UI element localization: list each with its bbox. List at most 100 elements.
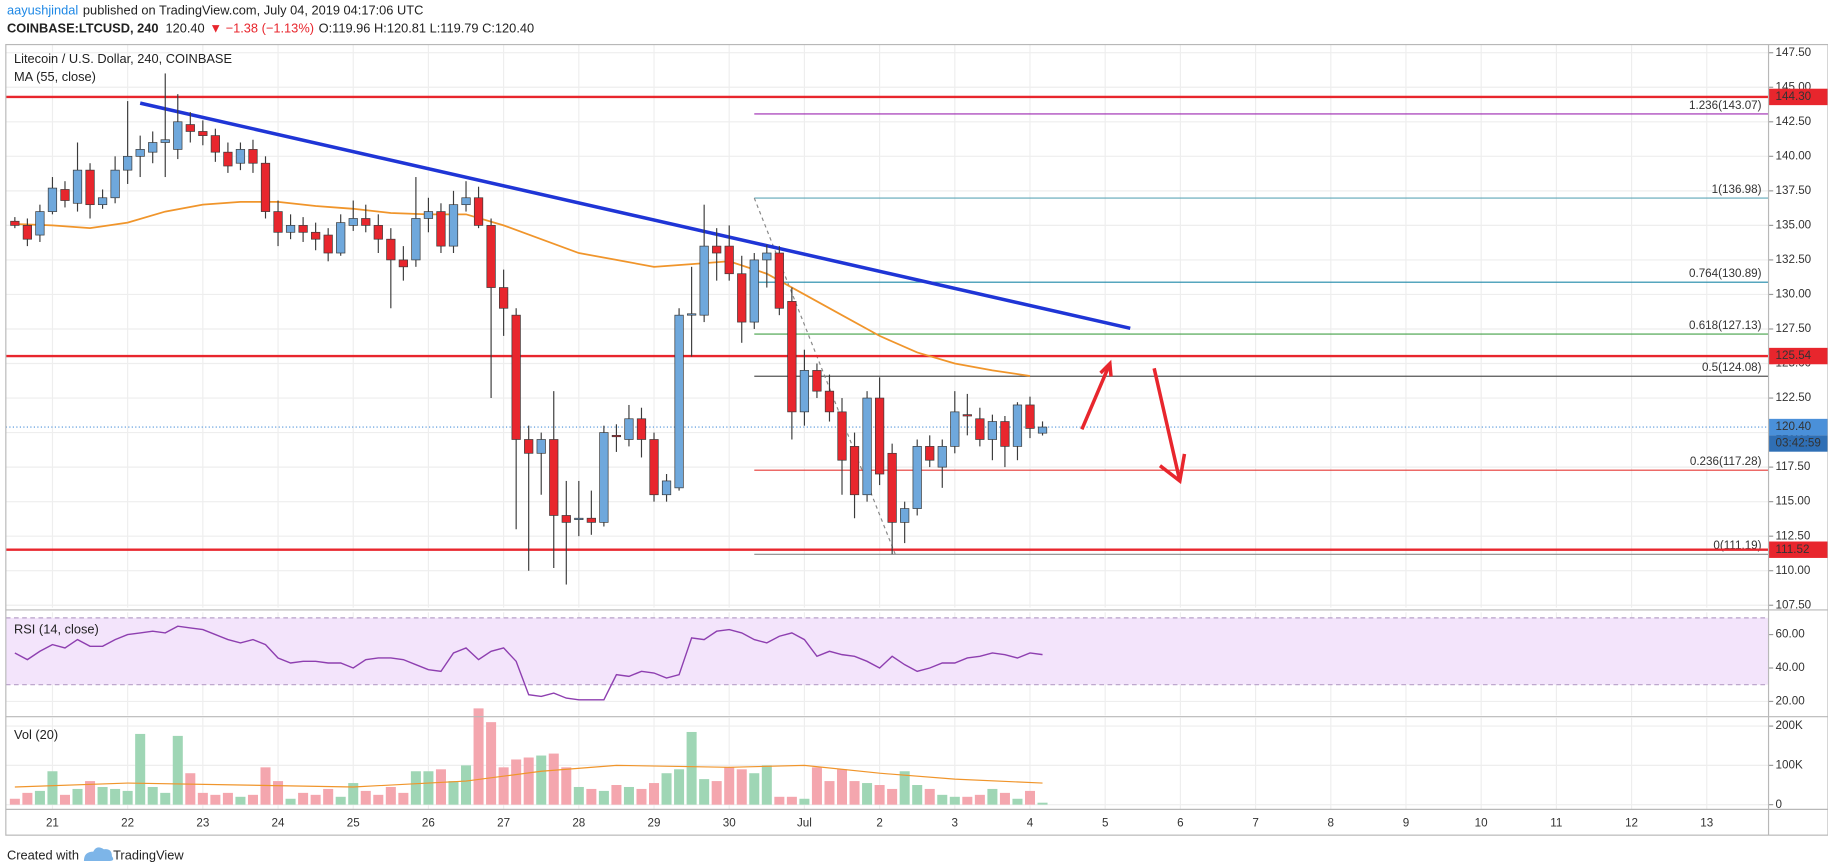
vol-label: Vol (20)	[14, 727, 58, 742]
volume-bar	[824, 781, 835, 805]
published: published on TradingView.com, July 04, 2…	[83, 3, 423, 18]
volume-bar	[110, 788, 121, 805]
x-tick-label: 10	[1475, 816, 1488, 829]
candle-body	[674, 314, 684, 489]
volume-bar	[874, 785, 885, 805]
candle-body	[398, 259, 408, 268]
volume-bar	[185, 773, 196, 805]
ohlc: O:119.96 H:120.81 L:119.79 C:120.40	[319, 21, 534, 36]
volume-bar	[222, 792, 233, 805]
candle-body	[135, 149, 145, 157]
volume-bar	[736, 769, 747, 805]
candle-body	[47, 187, 58, 212]
candle-body	[987, 421, 998, 440]
volume-bar	[674, 769, 685, 805]
moving-average	[14, 201, 1031, 377]
volume-bar	[435, 769, 446, 805]
x-tick-label: 12	[1625, 816, 1638, 829]
y-tick-label: 100K	[1776, 758, 1803, 771]
x-tick-label: 11	[1550, 816, 1562, 829]
volume-bar	[912, 785, 923, 805]
volume-ma	[14, 764, 1043, 788]
volume-bar	[799, 798, 810, 805]
candle-body	[499, 287, 509, 309]
volume-bar	[22, 792, 33, 805]
volume-bar	[197, 792, 208, 805]
volume-bar	[598, 790, 609, 805]
last: 120.40	[165, 21, 204, 36]
volume-bar	[786, 796, 797, 805]
x-tick-label: 7	[1252, 816, 1258, 829]
volume-bar	[310, 794, 321, 805]
x-tick-label: 30	[723, 816, 736, 829]
volume-bar	[410, 771, 421, 805]
level-axis-text: 111.52	[1776, 543, 1810, 556]
volume-bar	[899, 771, 910, 805]
candle-body	[799, 370, 810, 413]
y-tick-label: 117.50	[1776, 460, 1811, 473]
candle-body	[874, 397, 885, 475]
volume-bar	[398, 792, 409, 805]
volume-bar	[135, 733, 146, 805]
volume-bar	[1012, 798, 1023, 805]
x-tick-label: 4	[1027, 816, 1034, 829]
volume-bar	[172, 735, 183, 805]
volume-bar	[1037, 802, 1048, 805]
x-tick-label: 6	[1177, 816, 1183, 829]
candle-body	[887, 452, 897, 523]
candle-body	[524, 439, 534, 454]
candle-body	[486, 225, 496, 288]
fib-label: 0.764(130.89)	[1689, 267, 1762, 280]
volume-bar	[373, 794, 384, 805]
candle-body	[311, 231, 321, 240]
candle-body	[185, 124, 195, 132]
candle-body	[837, 411, 847, 461]
footer-text: Created with	[7, 848, 79, 863]
drawn-arrow	[1152, 367, 1182, 482]
candle-body	[436, 211, 446, 247]
x-tick-label: 28	[572, 816, 585, 829]
candle-body	[1000, 421, 1010, 447]
candle-body	[649, 439, 659, 496]
candle-body	[323, 234, 333, 254]
footer-brand[interactable]: TradingView	[113, 848, 184, 863]
level-axis-text: 125.54	[1776, 349, 1812, 362]
volume-bar	[498, 767, 509, 805]
volume-bar	[974, 794, 985, 805]
candle-body	[624, 418, 634, 440]
candle-body	[10, 220, 20, 226]
volume-bar	[699, 779, 710, 805]
candle-body	[198, 131, 208, 136]
candle-body	[260, 162, 271, 212]
volume-bar	[72, 788, 83, 805]
candle-body	[862, 397, 872, 496]
x-tick-label: 26	[422, 816, 435, 829]
candle-body	[912, 446, 922, 509]
drawn-arrow-head	[1158, 453, 1187, 485]
candle-body	[60, 189, 70, 201]
volume-bar	[147, 786, 158, 805]
author[interactable]: aayushjindal	[7, 3, 78, 18]
tv-logo	[83, 847, 114, 861]
candle-body	[737, 273, 747, 323]
candle-body	[849, 446, 860, 496]
candle-body	[160, 139, 170, 143]
volume-bar	[348, 783, 359, 805]
fib-label: 1(136.98)	[1712, 183, 1762, 196]
candle-body	[586, 517, 596, 523]
drawn-arrow-head	[1099, 359, 1113, 377]
candle-body	[373, 225, 383, 240]
candle-body	[148, 142, 158, 153]
fib-label: 1.236(143.07)	[1689, 99, 1762, 112]
volume-bar	[273, 781, 284, 805]
volume-bar	[811, 767, 822, 805]
volume-bar	[649, 783, 660, 805]
volume-bar	[461, 765, 472, 805]
candle-body	[448, 204, 459, 247]
candle-body	[1012, 404, 1023, 447]
volume-bar	[924, 788, 935, 805]
y-tick-label: 107.50	[1776, 598, 1812, 611]
candle-body	[1037, 426, 1048, 434]
volume-bar	[360, 790, 371, 805]
